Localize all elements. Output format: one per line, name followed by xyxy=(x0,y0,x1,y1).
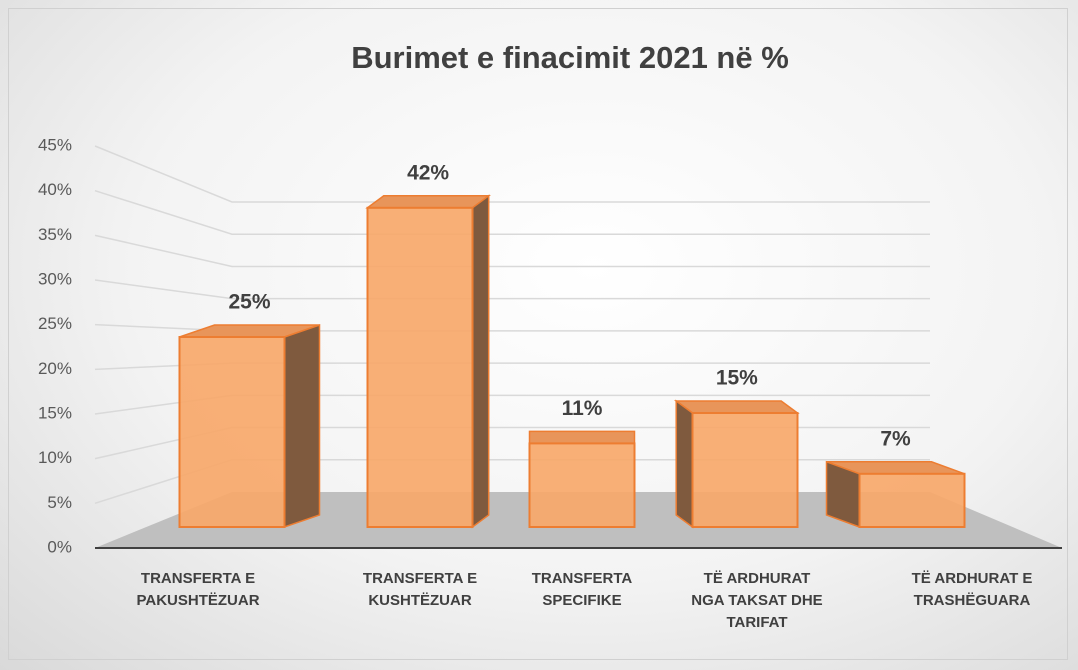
bar xyxy=(825,460,966,529)
y-tick-label: 40% xyxy=(38,180,72,199)
grid-line xyxy=(94,234,930,268)
x-tick-label: TË ARDHURAT NGA TAKSAT DHE TARIFAT xyxy=(691,570,823,631)
y-tick-label: 15% xyxy=(38,403,72,422)
value-label: 11% xyxy=(562,397,603,420)
bar-side xyxy=(471,194,490,529)
x-tick-label: TË ARDHURAT E TRASHËGUARA xyxy=(911,570,1033,609)
bar-front xyxy=(178,336,286,528)
chart-frame xyxy=(8,8,1068,660)
bar-front xyxy=(528,442,636,528)
x-tick-label: TRANSFERTA E KUSHTËZUAR xyxy=(362,570,478,609)
x-tick-label: TRANSFERTA E PAKUSHTËZUAR xyxy=(136,570,260,609)
bar-top xyxy=(528,430,636,445)
chart-title: Burimet e finacimit 2021 në % xyxy=(351,40,789,75)
bar-front xyxy=(691,412,799,528)
bar-side xyxy=(675,399,694,529)
y-tick-label: 20% xyxy=(38,359,72,378)
y-tick-label: 35% xyxy=(38,225,72,244)
bar-side xyxy=(283,323,321,529)
bar-top xyxy=(365,195,491,209)
bar xyxy=(365,194,491,529)
y-tick-label: 0% xyxy=(47,537,72,556)
y-tick-label: 5% xyxy=(47,493,72,512)
x-tick-label: TRANSFERTA SPECIFIKE xyxy=(531,570,633,609)
grid-line xyxy=(94,189,930,235)
bar-front xyxy=(858,472,966,528)
value-label: 42% xyxy=(407,161,449,184)
bar-front xyxy=(366,206,474,529)
bar xyxy=(673,399,800,529)
value-label: 25% xyxy=(228,291,270,314)
y-tick-label: 10% xyxy=(38,448,72,467)
bar-top xyxy=(673,400,800,414)
y-tick-label: 45% xyxy=(38,135,72,154)
y-tick-label: 30% xyxy=(38,269,72,288)
bar-side xyxy=(825,460,861,529)
y-tick-label: 25% xyxy=(38,314,72,333)
bar xyxy=(528,430,636,528)
value-label: 7% xyxy=(880,427,911,450)
grid-line xyxy=(94,279,930,300)
grid-line xyxy=(94,145,930,203)
value-label: 15% xyxy=(716,367,758,390)
bar xyxy=(178,323,321,529)
